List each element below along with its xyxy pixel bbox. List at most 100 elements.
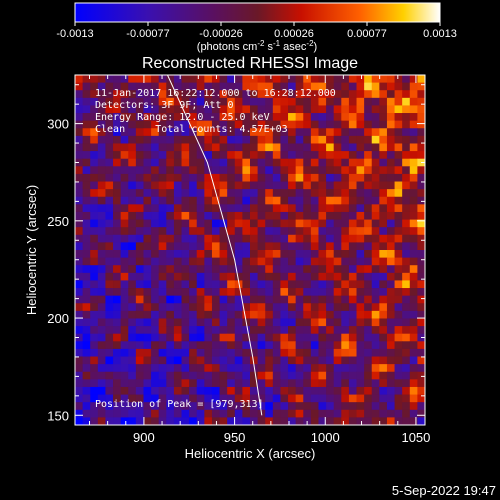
heatmap-cell [295,143,304,152]
heatmap-cell [250,143,259,152]
heatmap-cell [113,318,122,327]
heatmap-cell [371,356,380,365]
heatmap-cell [82,417,91,425]
heatmap-cell [242,166,251,175]
heatmap-cell [333,371,342,380]
heatmap-cell [348,303,357,312]
chart-title: Reconstructed RHESSI Image [142,55,358,72]
heatmap-cell [303,341,312,350]
heatmap-cell [242,348,251,357]
heatmap-cell [158,288,167,297]
heatmap-cell [303,379,312,388]
heatmap-cell [409,166,418,175]
heatmap-cell [242,181,251,190]
heatmap-cell [265,219,274,228]
heatmap-cell [120,341,129,350]
heatmap-cell [151,120,160,129]
heatmap-cell [211,90,220,99]
heatmap-cell [280,143,289,152]
heatmap-cell [181,204,190,213]
heatmap-cell [234,97,243,106]
heatmap-cell [97,90,106,99]
heatmap-cell [158,272,167,281]
heatmap-cell [181,75,190,84]
heatmap-cell [272,189,281,198]
heatmap-cell [113,379,122,388]
heatmap-cell [211,181,220,190]
heatmap-cell [173,128,182,137]
heatmap-cell [211,242,220,251]
heatmap-cell [135,227,144,236]
heatmap-cell [288,120,297,129]
heatmap-cell [386,173,395,182]
heatmap-cell [356,181,365,190]
heatmap-cell [326,120,335,129]
heatmap-cell [341,310,350,319]
heatmap-cell [257,181,266,190]
heatmap-cell [379,242,388,251]
heatmap-cell [295,409,304,418]
heatmap-cell [204,386,213,395]
heatmap-cell [105,173,114,182]
heatmap-cell [379,265,388,274]
heatmap-cell [128,257,137,266]
heatmap-cell [173,265,182,274]
heatmap-cell [394,135,403,144]
heatmap-cell [257,402,266,411]
heatmap-cell [295,348,304,357]
heatmap-cell [356,113,365,122]
heatmap-cell [151,364,160,373]
heatmap-cell [333,166,342,175]
heatmap-cell [75,356,84,365]
heatmap-cell [189,166,198,175]
heatmap-cell [386,242,395,251]
heatmap-cell [120,196,129,205]
heatmap-cell [105,326,114,335]
heatmap-cell [280,120,289,129]
heatmap-cell [402,272,411,281]
heatmap-cell [97,257,106,266]
heatmap-cell [310,158,319,167]
heatmap-cell [151,189,160,198]
heatmap-cell [227,348,236,357]
heatmap-cell [234,250,243,259]
heatmap-cell [310,75,319,84]
heatmap-cell [90,128,99,137]
heatmap-cell [288,227,297,236]
heatmap-cell [364,181,373,190]
heatmap-cell [379,128,388,137]
heatmap-cell [257,135,266,144]
heatmap-cell [189,333,198,342]
heatmap-cell [417,257,425,266]
heatmap-cell [211,120,220,129]
heatmap-cell [105,379,114,388]
heatmap-cell [128,303,137,312]
heatmap-cell [394,82,403,91]
x-tick-label: 950 [224,430,246,445]
heatmap-cell [135,326,144,335]
heatmap-cell [158,227,167,236]
heatmap-cell [242,341,251,350]
heatmap-cell [189,265,198,274]
heatmap-cell [113,97,122,106]
heatmap-cell [272,82,281,91]
heatmap-cell [272,219,281,228]
heatmap-cell [250,280,259,289]
heatmap-cell [227,402,236,411]
heatmap-cell [303,250,312,259]
heatmap-cell [265,280,274,289]
heatmap-cell [409,318,418,327]
heatmap-cell [234,135,243,144]
heatmap-cell [348,341,357,350]
heatmap-cell [181,105,190,114]
heatmap-cell [135,310,144,319]
heatmap-cell [151,173,160,182]
heatmap-cell [386,265,395,274]
heatmap-cell [326,242,335,251]
heatmap-cell [348,348,357,357]
heatmap-cell [257,143,266,152]
heatmap-cell [151,257,160,266]
heatmap-cell [97,242,106,251]
heatmap-cell [120,242,129,251]
heatmap-cell [310,417,319,425]
